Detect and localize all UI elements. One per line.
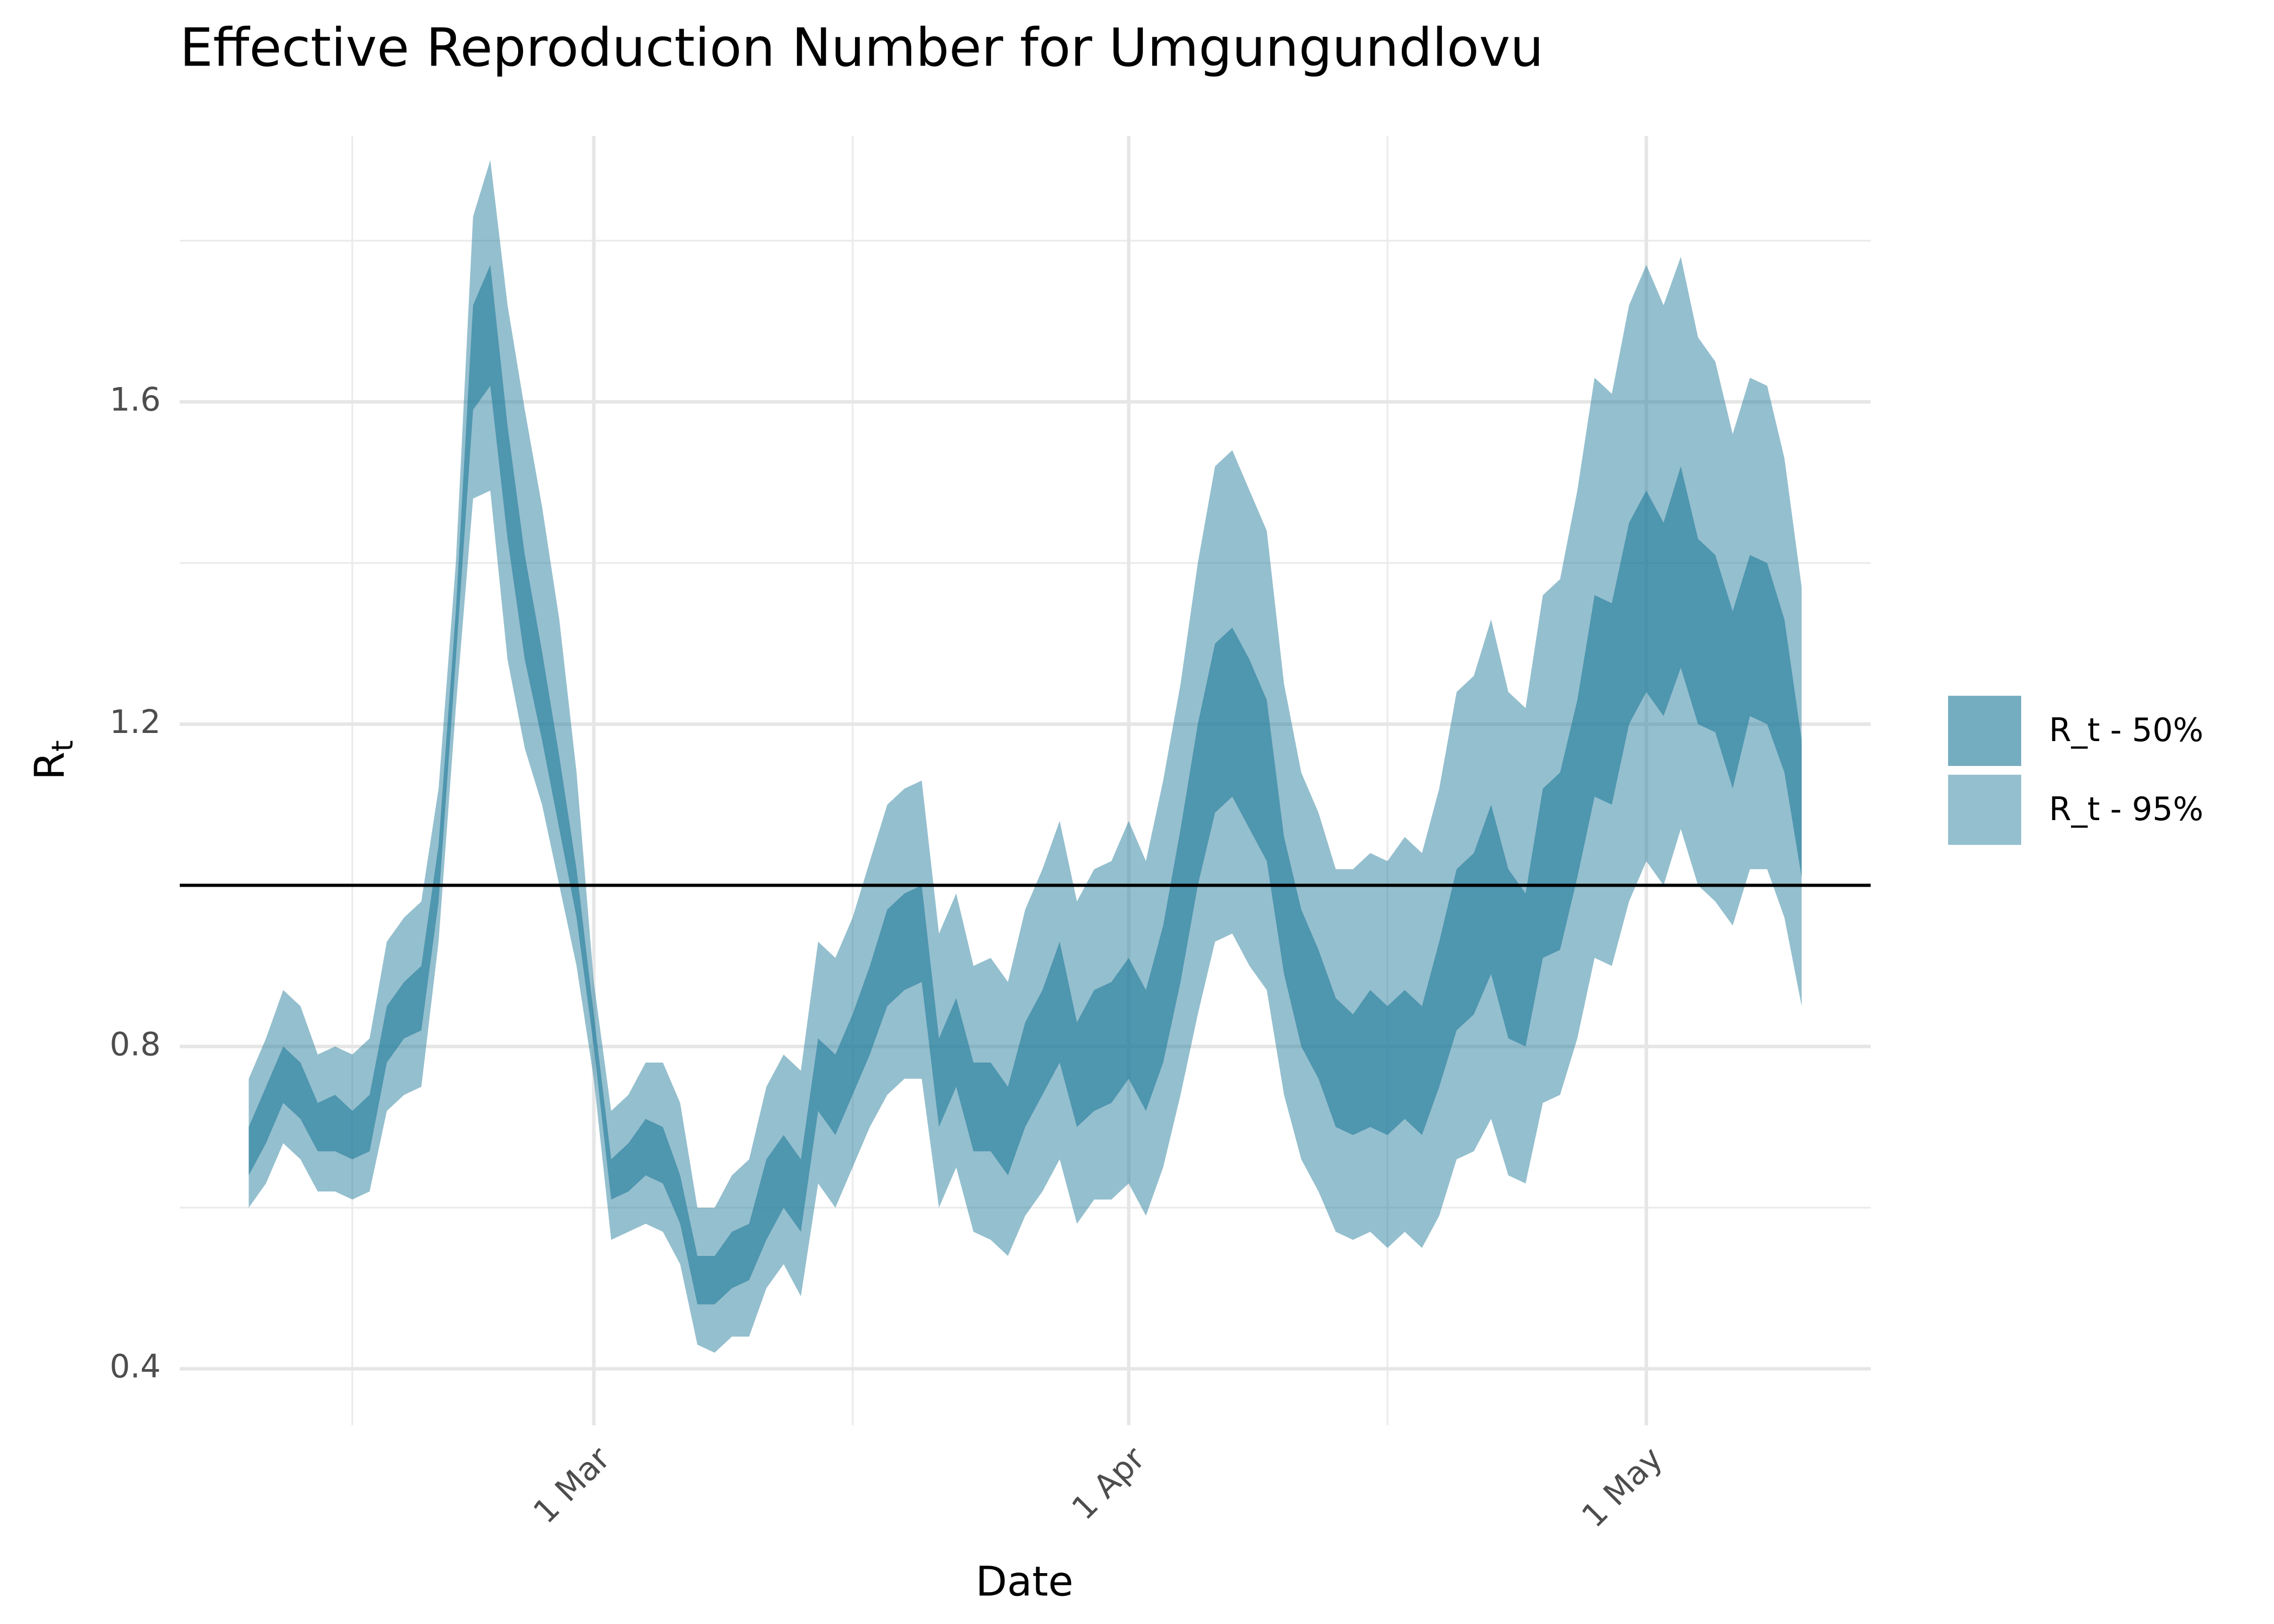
y-tick-label: 1.2 <box>109 704 160 741</box>
legend-key <box>1948 696 2022 766</box>
chart-title: Effective Reproduction Number for Umgung… <box>180 17 1544 78</box>
legend-label: R_t - 95% <box>2049 791 2203 828</box>
y-axis-label-base: R <box>26 751 74 780</box>
y-axis-label: Rt <box>26 740 80 780</box>
legend: R_t - 50% R_t - 95% <box>1948 696 2204 845</box>
y-tick-label: 0.4 <box>109 1348 160 1386</box>
y-tick-label: 0.8 <box>109 1026 160 1063</box>
plot-area <box>180 160 1871 1353</box>
x-axis-label: Date <box>976 1558 1074 1606</box>
ribbon-area <box>249 265 1802 1305</box>
legend-label: R_t - 50% <box>2049 712 2203 749</box>
y-tick-label: 1.6 <box>109 381 160 418</box>
legend-key <box>1948 775 2022 845</box>
y-axis-label-subscript: t <box>45 740 79 751</box>
